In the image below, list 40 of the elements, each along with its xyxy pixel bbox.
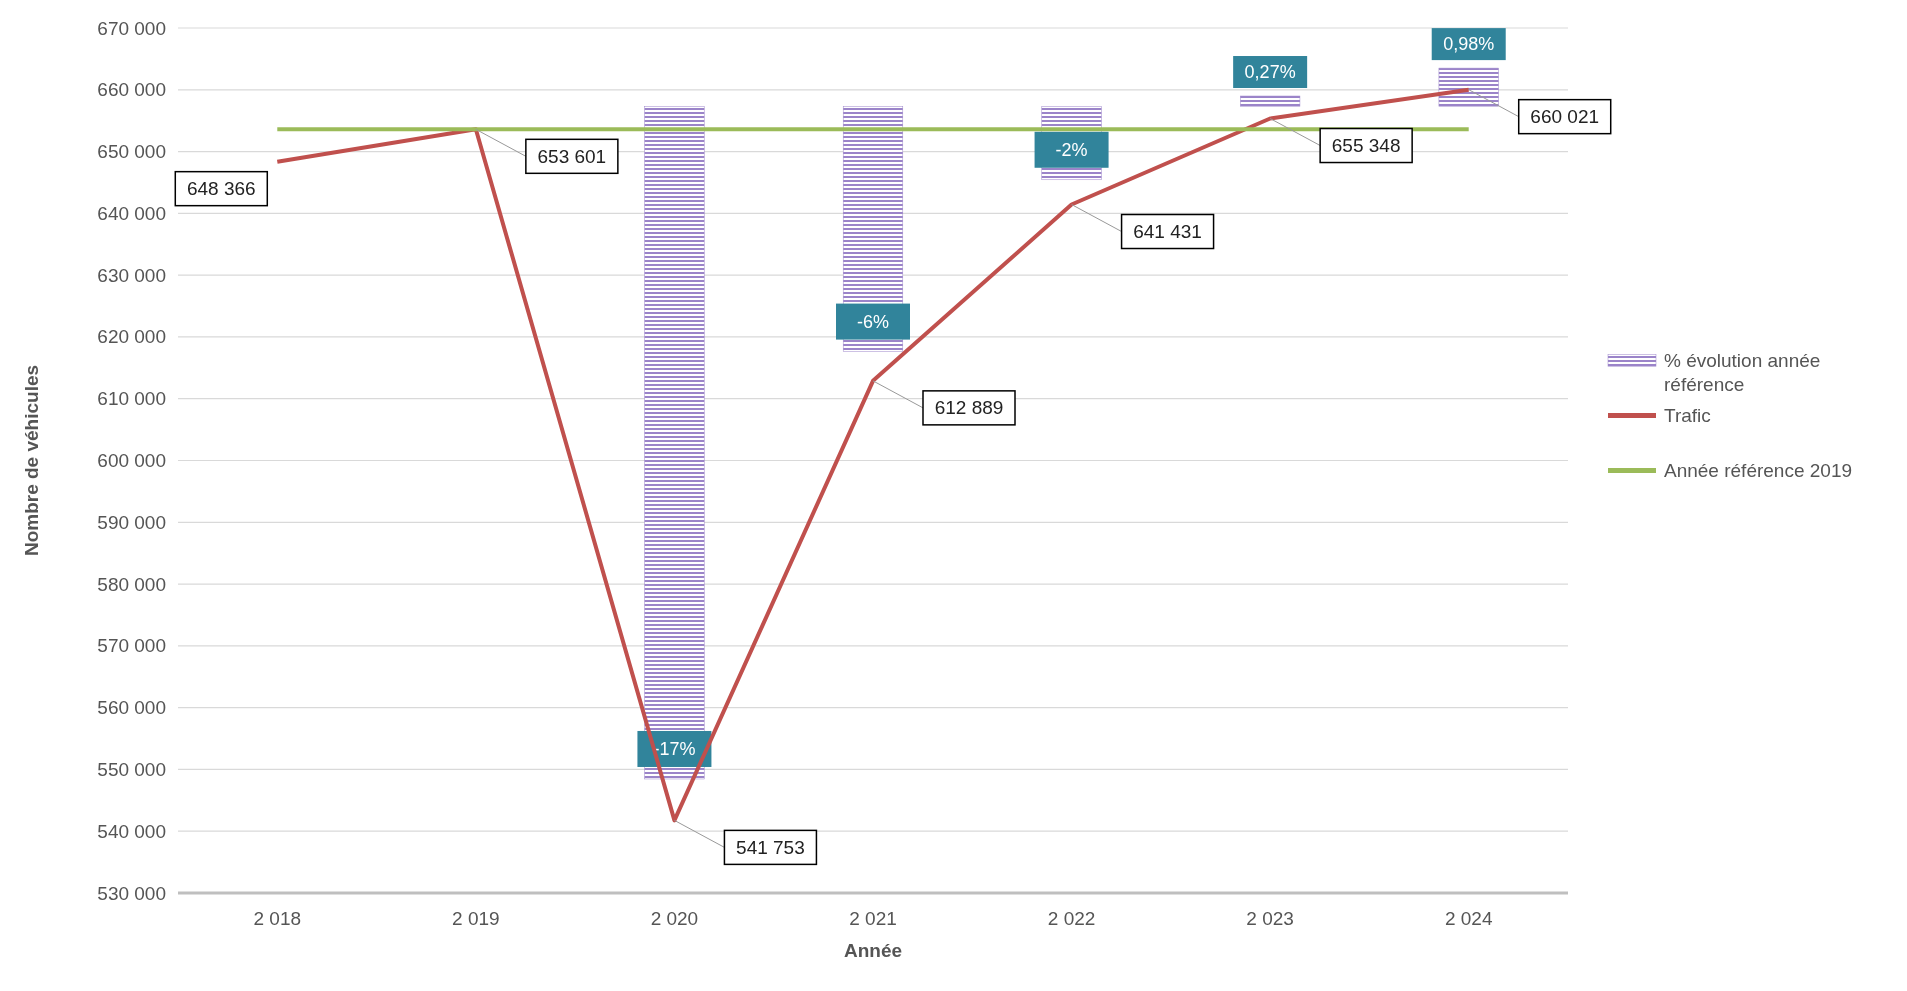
y-tick-label: 620 000 <box>97 326 166 348</box>
data-label: 541 753 <box>736 836 805 858</box>
y-tick-label: 610 000 <box>97 388 166 410</box>
y-tick-label: 530 000 <box>97 882 166 904</box>
data-label: 655 348 <box>1331 135 1401 157</box>
legend-label: Trafic <box>1664 405 1711 426</box>
data-label: -17% <box>653 738 696 759</box>
data-label: 0,27% <box>1244 62 1296 83</box>
x-axis-title: Année <box>843 940 903 961</box>
legend-label: Année référence 2019 <box>1664 460 1853 481</box>
data-label: 653 601 <box>537 145 607 167</box>
y-tick-label: 540 000 <box>97 820 166 842</box>
x-tick-label: 2 023 <box>1246 908 1294 929</box>
x-tick-label: 2 022 <box>1047 908 1096 929</box>
data-label: 648 366 <box>186 178 256 200</box>
data-label: 641 431 <box>1133 221 1202 243</box>
y-tick-label: 660 000 <box>97 79 166 101</box>
y-tick-label: 580 000 <box>97 573 166 595</box>
y-tick-label: 590 000 <box>97 511 166 533</box>
y-tick-label: 560 000 <box>97 697 166 719</box>
y-axis-title: Nombre de véhicules <box>21 364 42 557</box>
legend-label: % évolution année référence <box>1664 350 1821 395</box>
data-label: 0,98% <box>1443 34 1495 55</box>
x-tick-label: 2 019 <box>452 908 500 929</box>
x-tick-label: 2 018 <box>253 908 302 929</box>
y-tick-label: 670 000 <box>97 17 166 39</box>
x-tick-label: 2 021 <box>849 908 897 929</box>
x-tick-label: 2 020 <box>650 908 699 929</box>
x-tick-label: 2 024 <box>1444 908 1493 929</box>
data-label: 660 021 <box>1530 106 1600 128</box>
data-label: -6% <box>856 311 890 332</box>
y-tick-label: 650 000 <box>97 141 166 163</box>
y-tick-label: 630 000 <box>97 264 166 286</box>
y-tick-label: 600 000 <box>97 450 166 471</box>
y-tick-label: 570 000 <box>97 635 166 657</box>
data-label: -2% <box>1055 139 1088 160</box>
y-tick-label: 550 000 <box>97 758 166 780</box>
data-label: 612 889 <box>934 397 1004 419</box>
y-tick-label: 640 000 <box>97 202 166 224</box>
line-series <box>275 87 1471 823</box>
